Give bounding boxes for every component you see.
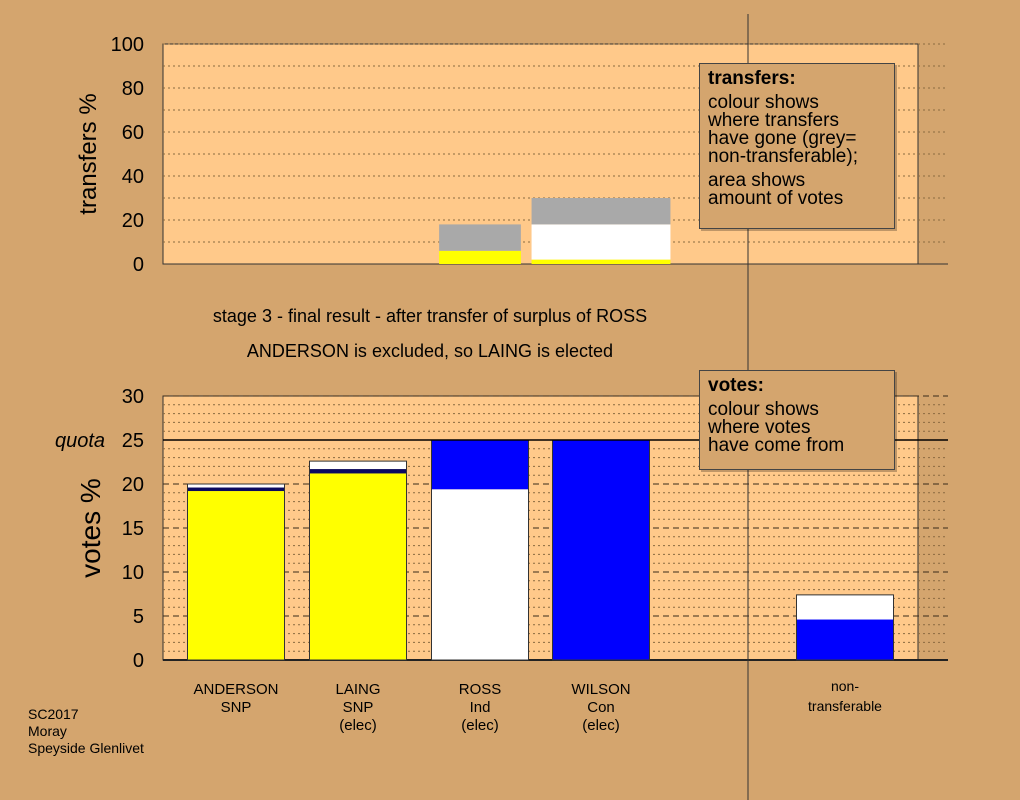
vote-bar-segment-navy [187, 487, 285, 492]
vote-bar-segment-con [552, 440, 650, 660]
transfers-legend-line: area shows [708, 170, 806, 191]
stage-description: stage 3 - final result - after transfer … [212, 306, 648, 326]
nontransferable-label: transferable [808, 698, 882, 714]
footer: SC2017 Moray Speyside Glenlivet [28, 706, 144, 757]
candidate-label: Con [587, 699, 615, 716]
transfer-segment-snp [531, 259, 671, 264]
votes-legend-line: colour shows [708, 399, 819, 420]
votes-legend-title: votes: [708, 375, 764, 396]
votes-y-tick: 0 [133, 650, 144, 672]
transfer-segment-nontransferable [439, 224, 521, 251]
candidate-label: WILSON [571, 681, 630, 698]
candidate-label: (elec) [582, 717, 620, 734]
candidate-label: SNP [343, 699, 374, 716]
result-description: ANDERSON is excluded, so LAING is electe… [246, 341, 614, 361]
transfer-segment-snp [439, 250, 521, 264]
votes-y-tick: 20 [122, 474, 144, 496]
transfer-segment-ind [531, 224, 671, 260]
transfers-y-tick: 80 [122, 78, 144, 100]
nontransferable-bar-segment-ind [796, 594, 894, 620]
votes-y-tick: 30 [122, 386, 144, 408]
footer-ward: Speyside Glenlivet [28, 740, 144, 756]
transfers-legend-line: non-transferable); [708, 146, 858, 167]
candidate-label: ANDERSON [193, 681, 278, 698]
votes-y-tick: 25 [122, 430, 144, 452]
transfers-legend-title: transfers: [708, 68, 796, 89]
candidate-label: ROSS [459, 681, 502, 698]
transfers-legend-line: where transfers [708, 110, 839, 131]
quota-label: quota [55, 430, 105, 452]
transfers-y-tick: 60 [122, 122, 144, 144]
vote-bar-segment-outline [309, 460, 407, 661]
votes-y-axis-label: votes % [75, 478, 106, 578]
votes-y-tick: 15 [122, 518, 144, 540]
transfers-y-tick: 20 [122, 210, 144, 232]
nontransferable-bar-segment-con [796, 619, 894, 660]
candidate-label: Ind [470, 699, 491, 716]
transfers-legend: transfers: colour shows where transfers … [699, 63, 895, 229]
candidate-label: LAING [335, 681, 380, 698]
transfers-legend-line: have gone (grey= [708, 128, 857, 149]
vote-bar-segment-con [431, 440, 529, 490]
candidate-label: (elec) [339, 717, 377, 734]
transfers-y-tick: 0 [133, 254, 144, 276]
transfer-segment-nontransferable [531, 198, 671, 225]
votes-legend-line: where votes [708, 417, 811, 438]
footer-council: Moray [28, 723, 67, 739]
vote-bar-segment-ind [431, 489, 529, 660]
vote-bar-segment-snp [309, 473, 407, 660]
vote-bar-segment-ind [187, 484, 285, 488]
candidate-label: SNP [221, 699, 252, 716]
transfers-y-axis-label: transfers % [75, 93, 102, 214]
transfers-y-tick: 100 [111, 34, 144, 56]
transfers-legend-line: amount of votes [708, 188, 844, 209]
transfers-legend-line: colour shows [708, 92, 819, 113]
votes-y-tick: 10 [122, 562, 144, 584]
nontransferable-bar-segment-outline [796, 594, 894, 661]
votes-y-tick: 5 [133, 606, 144, 628]
nontransferable-label: non- [831, 678, 859, 694]
votes-legend: votes: colour shows where votes have com… [699, 370, 895, 470]
vote-bar-segment-snp [187, 491, 285, 660]
footer-election: SC2017 [28, 706, 79, 722]
candidate-label: (elec) [461, 717, 499, 734]
vote-bar-segment-ind [309, 461, 407, 470]
vote-bar-segment-outline [187, 483, 285, 661]
transfers-y-tick: 40 [122, 166, 144, 188]
votes-legend-line: have come from [708, 435, 845, 456]
vote-bar-segment-navy [309, 469, 407, 474]
